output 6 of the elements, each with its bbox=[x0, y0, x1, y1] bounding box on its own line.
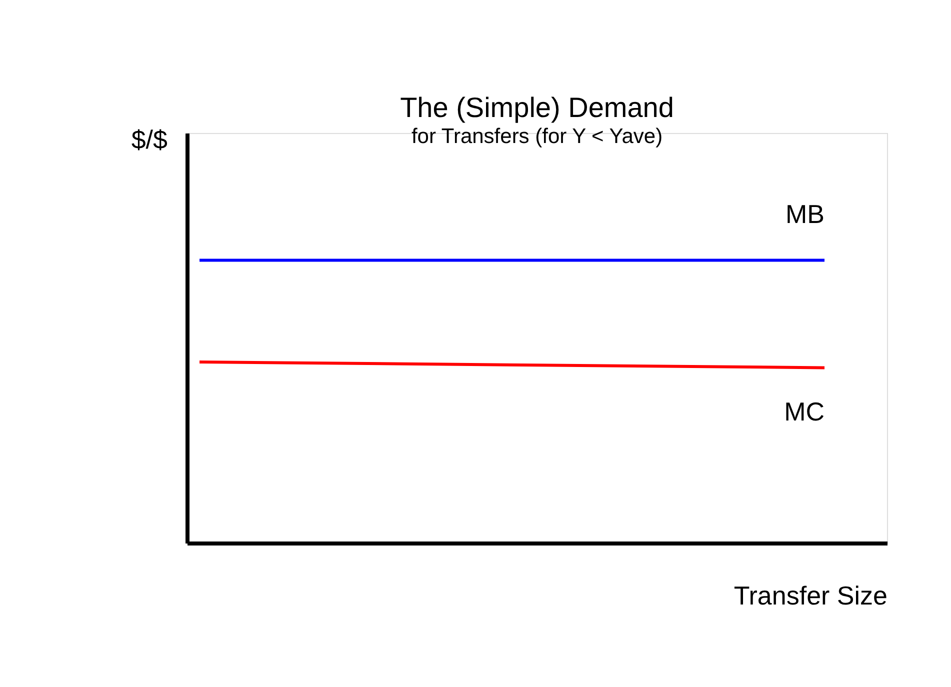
chart-title: The (Simple) Demand bbox=[400, 92, 674, 123]
series-label: MB bbox=[786, 199, 824, 230]
x-axis-title: Transfer Size bbox=[734, 580, 888, 610]
chart-subtitle: for Transfers (for Y < Yave) bbox=[411, 125, 663, 148]
y-axis-title: $/$ bbox=[131, 124, 168, 154]
series-label: MC bbox=[784, 396, 824, 427]
